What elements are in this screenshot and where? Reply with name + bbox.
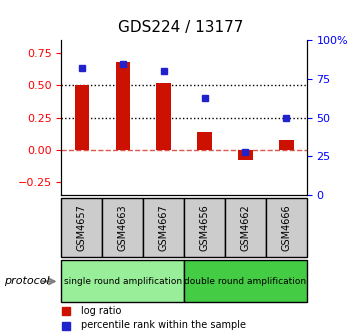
Text: log ratio: log ratio <box>81 306 121 316</box>
Bar <box>75 85 89 150</box>
Text: double round amplification: double round amplification <box>184 277 306 286</box>
FancyBboxPatch shape <box>143 198 184 257</box>
Text: GSM4662: GSM4662 <box>240 204 251 251</box>
FancyBboxPatch shape <box>266 198 307 257</box>
Text: GSM4667: GSM4667 <box>158 204 169 251</box>
Bar <box>156 83 171 150</box>
FancyBboxPatch shape <box>61 198 102 257</box>
Text: percentile rank within the sample: percentile rank within the sample <box>81 321 246 331</box>
Text: GSM4656: GSM4656 <box>200 204 210 251</box>
Bar <box>279 140 293 150</box>
Text: protocol: protocol <box>4 277 49 286</box>
FancyBboxPatch shape <box>184 198 225 257</box>
Bar <box>197 132 212 150</box>
Text: GSM4657: GSM4657 <box>77 204 87 251</box>
Text: GSM4666: GSM4666 <box>281 204 291 251</box>
FancyBboxPatch shape <box>102 198 143 257</box>
Text: GDS224 / 13177: GDS224 / 13177 <box>118 20 243 35</box>
Text: GSM4663: GSM4663 <box>118 204 128 251</box>
Bar <box>238 150 253 160</box>
FancyBboxPatch shape <box>61 260 184 302</box>
FancyBboxPatch shape <box>184 260 307 302</box>
FancyBboxPatch shape <box>225 198 266 257</box>
Text: single round amplification: single round amplification <box>64 277 182 286</box>
Bar <box>116 62 130 150</box>
